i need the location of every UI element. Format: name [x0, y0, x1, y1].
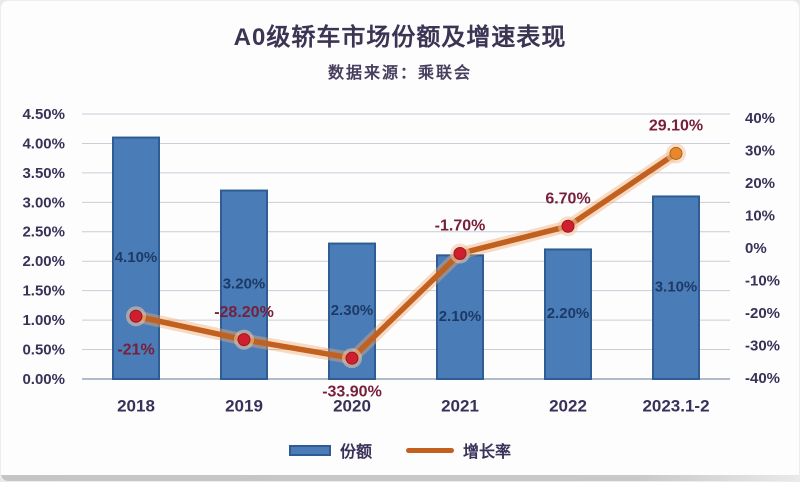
x-axis-label: 2020 — [333, 396, 371, 415]
right-axis-tick: 0% — [745, 240, 767, 257]
left-axis-tick: 0.50% — [22, 342, 65, 359]
bar-value-label: 3.20% — [223, 276, 266, 293]
right-axis-tick: -10% — [745, 272, 780, 289]
right-axis-tick: 40% — [745, 110, 775, 127]
right-axis-tick: 20% — [745, 175, 775, 192]
right-axis-tick: 10% — [745, 207, 775, 224]
left-axis-tick: 4.50% — [22, 106, 65, 123]
left-axis-tick: 0.00% — [22, 371, 65, 388]
bar-2018 — [112, 136, 160, 380]
x-axis-label: 2023.1-2 — [642, 396, 709, 415]
bar-value-label: 4.10% — [115, 249, 158, 266]
growth-line-glow — [130, 147, 682, 365]
right-axis-tick: -40% — [745, 370, 780, 387]
line-value-label: -1.70% — [435, 218, 486, 235]
line-marker-2018 — [129, 309, 143, 323]
line-value-label: 6.70% — [545, 190, 590, 207]
left-axis-tick: 3.00% — [22, 194, 65, 211]
page-bottom-edge — [1, 475, 799, 481]
line-marker-2020 — [345, 351, 359, 365]
x-axis-label: 2021 — [441, 396, 479, 415]
chart-title: A0级轿车市场份额及增速表现 — [233, 24, 567, 51]
left-axis-tick: 1.50% — [22, 283, 65, 300]
left-axis-tick: 2.00% — [22, 253, 65, 270]
line-value-label: -33.90% — [322, 383, 382, 400]
left-axis-tick: 1.00% — [22, 312, 65, 329]
chart-subtitle: 数据来源：乘联会 — [327, 65, 472, 82]
bar-2022 — [544, 248, 592, 380]
growth-line — [133, 150, 679, 361]
x-axis-label: 2022 — [549, 396, 587, 415]
bar-2019 — [220, 189, 268, 380]
line-value-label: 29.10% — [649, 118, 703, 135]
x-axis-label: 2019 — [225, 396, 263, 415]
right-axis-tick: -20% — [745, 305, 780, 322]
chart-legend: 份额 增长率 — [1, 437, 799, 463]
line-marker-2022 — [561, 219, 575, 233]
bar-2023.1-2 — [652, 195, 700, 380]
bar-value-label: 2.20% — [547, 305, 590, 322]
bar-value-label: 3.10% — [655, 279, 698, 296]
line-value-label: -21% — [117, 341, 154, 358]
left-axis-tick: 3.50% — [22, 165, 65, 182]
line-value-label: -28.20% — [214, 304, 274, 321]
line-marker-2019 — [237, 333, 251, 347]
bar-2021 — [436, 254, 484, 380]
right-axis-tick: -30% — [745, 337, 780, 354]
legend-label-growth: 增长率 — [463, 444, 512, 461]
x-axis-label: 2018 — [117, 396, 155, 415]
bar-value-label: 2.10% — [439, 308, 482, 325]
line-marker-2021 — [453, 247, 467, 261]
line-marker-2023.1-2 — [669, 146, 683, 160]
line-series-swatch-icon — [406, 447, 454, 453]
left-axis-tick: 2.50% — [22, 224, 65, 241]
bar-series-swatch-icon — [288, 444, 331, 456]
bar-value-label: 2.30% — [331, 302, 374, 319]
legend-item-share: 份额 — [288, 438, 372, 462]
left-axis-tick: 4.00% — [22, 135, 65, 152]
legend-label-share: 份额 — [339, 444, 372, 461]
legend-item-growth: 增长率 — [406, 438, 511, 462]
right-axis-tick: 30% — [745, 142, 775, 159]
